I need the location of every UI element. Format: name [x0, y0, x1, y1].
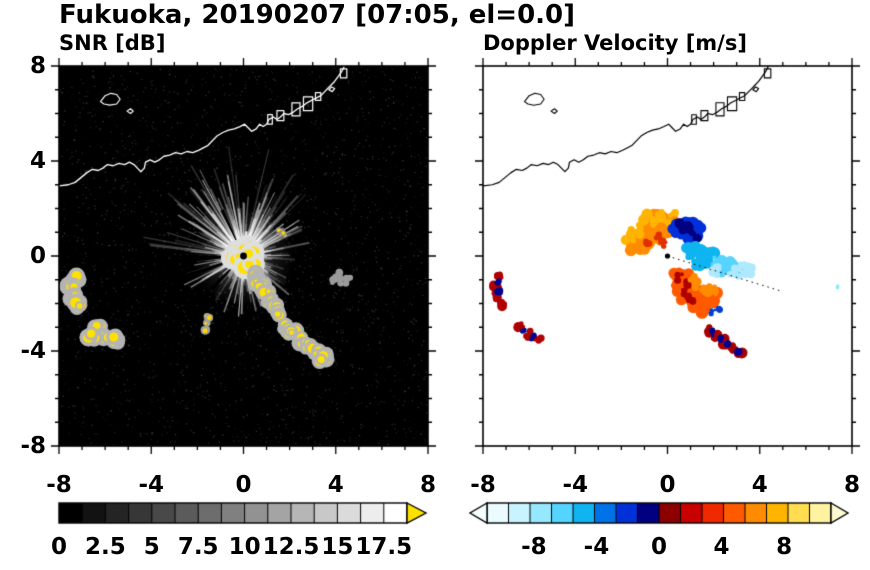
snr-x-tick-label: 4: [327, 472, 344, 498]
snr-colorbar-tick-label: 5: [143, 534, 160, 560]
snr-x-tick-label: 0: [235, 472, 252, 498]
velocity-panel-title: Doppler Velocity [m/s]: [483, 31, 747, 55]
figure-title: Fukuoka, 20190207 [07:05, el=0.0]: [59, 0, 576, 30]
snr-colorbar: [55, 500, 435, 528]
velocity-colorbar: [465, 500, 857, 528]
snr-y-tick-label: 8: [29, 53, 46, 79]
velocity-x-tick-label: -8: [470, 472, 496, 498]
snr-x-tick-label: 8: [419, 472, 437, 498]
velocity-x-tick-label: -4: [562, 472, 589, 498]
snr-y-tick-label: 0: [29, 243, 46, 269]
snr-panel-title: SNR [dB]: [59, 31, 166, 55]
snr-x-tick-label: -8: [46, 472, 72, 498]
velocity-colorbar-tick-label: 8: [776, 534, 793, 560]
velocity-colorbar-tick-label: 4: [713, 534, 730, 560]
velocity-x-tick-label: 4: [751, 472, 768, 498]
velocity-colorbar-tick-label: -4: [583, 534, 610, 560]
velocity-colorbar-tick-label: -8: [521, 534, 547, 560]
snr-colorbar-tick-label: 12.5: [262, 534, 320, 560]
velocity-x-tick-label: 8: [843, 472, 861, 498]
snr-y-tick-label: -4: [20, 338, 46, 364]
snr-y-tick-label: 4: [29, 148, 46, 174]
snr-colorbar-tick-label: 15: [321, 534, 354, 560]
snr-y-tick-label: -8: [20, 433, 46, 459]
snr-colorbar-tick-label: 10: [228, 534, 261, 560]
velocity-plot: [471, 54, 864, 458]
velocity-colorbar-tick-label: 0: [650, 534, 668, 560]
snr-plot: [47, 54, 440, 458]
snr-colorbar-tick-label: 2.5: [85, 534, 126, 560]
snr-x-tick-label: -4: [138, 472, 165, 498]
velocity-x-tick-label: 0: [659, 472, 676, 498]
snr-colorbar-tick-label: 0: [50, 534, 68, 560]
snr-colorbar-tick-label: 7.5: [177, 534, 219, 560]
snr-colorbar-tick-label: 17.5: [355, 534, 413, 560]
